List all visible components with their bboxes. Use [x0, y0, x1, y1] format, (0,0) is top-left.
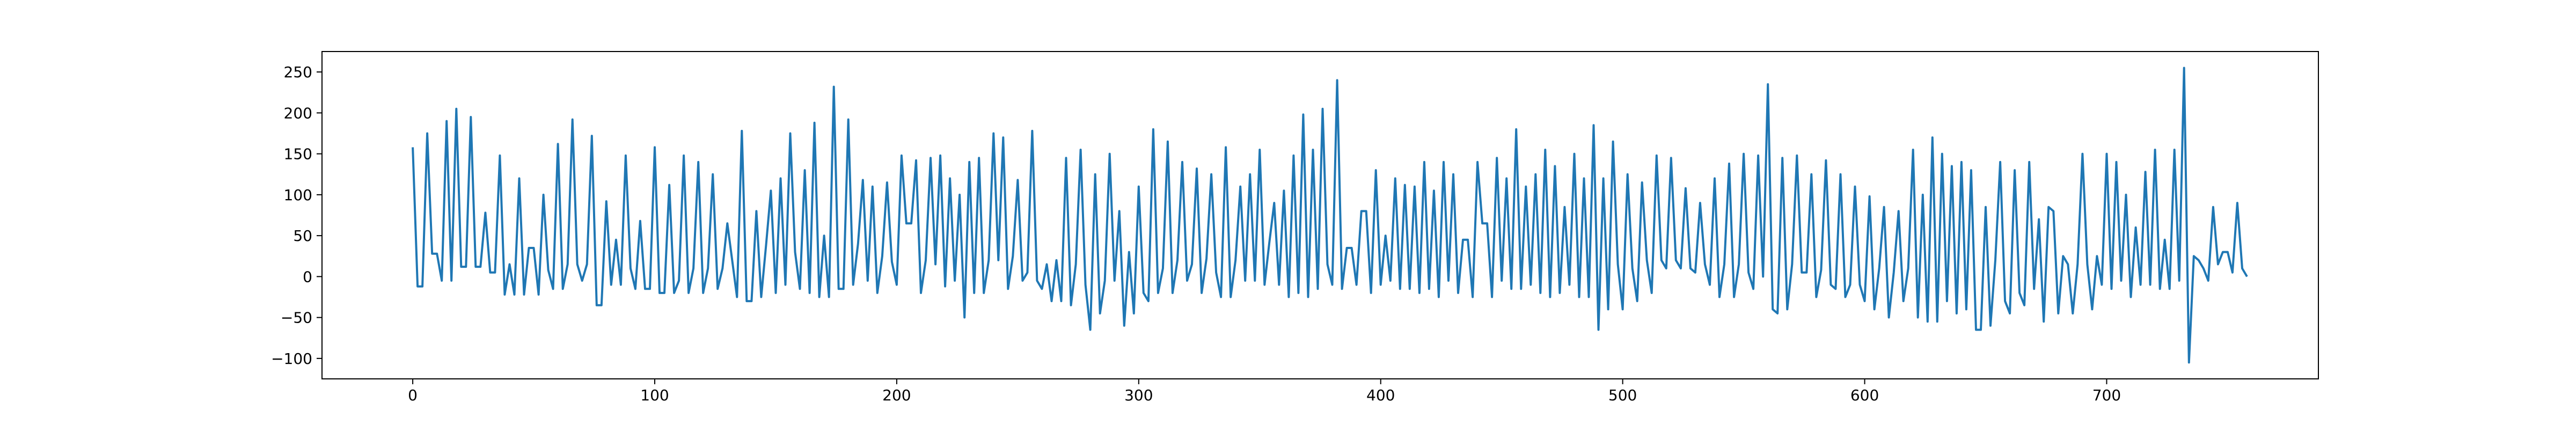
x-tick-label-5: 500: [1608, 386, 1637, 404]
y-tick-label-0: −100: [271, 350, 312, 368]
y-tick-label-1: −50: [281, 309, 312, 327]
x-tick-label-7: 700: [2092, 386, 2121, 404]
x-tick-label-1: 100: [640, 386, 669, 404]
y-tick-label-2: 0: [303, 268, 312, 285]
series-line-0: [412, 67, 2248, 364]
plot-area-frame: [321, 51, 2319, 379]
series-layer: [412, 67, 2248, 364]
y-tick-label-7: 250: [284, 63, 312, 81]
axis-ticks: 0 100 200 300 400 500 600 700 −100 −50 0 50 100 150 20…: [271, 63, 2121, 404]
y-tick-label-5: 150: [284, 145, 312, 163]
y-tick-label-6: 200: [284, 104, 312, 122]
y-tick-label-4: 100: [284, 186, 312, 204]
x-tick-label-3: 300: [1124, 386, 1153, 404]
y-tick-label-3: 50: [293, 227, 312, 245]
x-tick-label-2: 200: [882, 386, 911, 404]
x-tick-label-6: 600: [1850, 386, 1879, 404]
x-tick-label-0: 0: [408, 386, 418, 404]
x-tick-label-4: 400: [1366, 386, 1395, 404]
